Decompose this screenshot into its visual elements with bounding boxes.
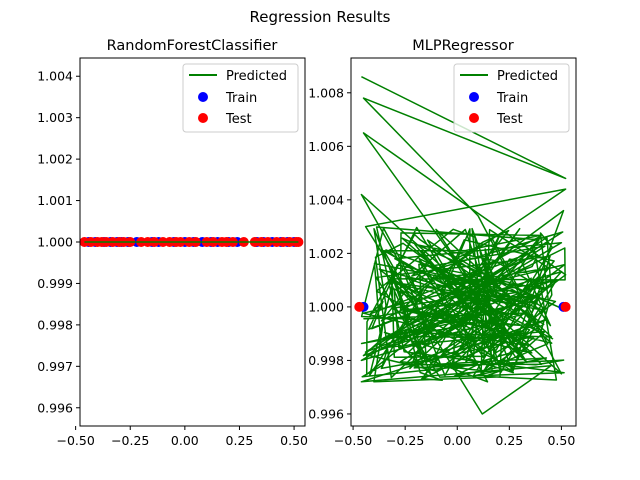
axes-frame (350, 57, 577, 427)
y-tick-label: 0.998 (37, 317, 73, 332)
legend: Predicted Train Test (182, 63, 299, 133)
x-tick-label: 0.50 (280, 433, 308, 448)
test-point (354, 301, 365, 312)
legend-label-train: Train (225, 91, 257, 106)
x-tick-label: −0.25 (386, 433, 424, 448)
y-tick-label: 1.002 (37, 152, 73, 167)
x-tick-label: −0.50 (56, 433, 94, 448)
x-tick-label: 0.00 (171, 433, 199, 448)
legend-test-marker-icon (198, 113, 208, 123)
y-tick-label: 0.996 (308, 406, 344, 421)
x-tick-label: 0.25 (495, 433, 523, 448)
x-tick-label: 0.50 (547, 433, 575, 448)
legend-label-test: Test (225, 112, 252, 127)
y-tick-label: 0.998 (308, 353, 344, 368)
x-axis: −0.50 −0.25 0.00 0.25 0.50 (334, 426, 575, 448)
y-axis: 0.996 0.998 1.000 1.002 1.004 1.006 1.008 (308, 85, 351, 421)
plot-area (354, 76, 571, 415)
chart-title: MLPRegressor (412, 38, 513, 54)
y-tick-label: 0.999 (37, 276, 73, 291)
legend-box (453, 63, 570, 133)
y-tick-label: 1.004 (37, 69, 73, 84)
y-tick-label: 1.008 (308, 85, 344, 100)
legend-test-marker-icon (469, 113, 479, 123)
chart-panel-random-forest: RandomForestClassifier 0.9960.9970.9980.… (37, 38, 308, 448)
y-tick-label: 1.004 (308, 192, 344, 207)
y-tick-label: 1.002 (308, 246, 344, 261)
legend: Predicted Train Test (453, 63, 570, 133)
test-point (560, 301, 571, 312)
predicted-line (360, 76, 567, 415)
chart-title: RandomForestClassifier (107, 38, 278, 54)
x-tick-label: 0.25 (226, 433, 254, 448)
y-tick-label: 1.003 (37, 110, 73, 125)
legend-label-test: Test (496, 112, 523, 127)
legend-train-marker-icon (198, 92, 208, 102)
y-tick-label: 1.006 (308, 139, 344, 154)
legend-train-marker-icon (469, 92, 479, 102)
x-tick-label: −0.50 (334, 433, 372, 448)
plot-area (79, 237, 304, 247)
legend-label-predicted: Predicted (497, 69, 558, 84)
y-axis: 0.996 0.997 0.998 0.999 1.000 1.001 1.002 1.003… (37, 69, 80, 415)
x-tick-label: 0.00 (443, 433, 471, 448)
legend-label-predicted: Predicted (226, 69, 287, 84)
figure-suptitle: Regression Results (250, 8, 391, 26)
y-tick-label: 0.996 (37, 400, 73, 415)
legend-box (182, 63, 299, 133)
chart-panel-mlp-regressor: MLPRegressor 0.996 0.998 1.000 1.002 1.004 1.… (308, 38, 577, 448)
y-tick-label: 1.000 (37, 235, 73, 250)
legend-label-train: Train (496, 91, 528, 106)
x-tick-label: −0.25 (111, 433, 149, 448)
y-tick-label: 1.001 (37, 193, 73, 208)
y-tick-label: 1.000 (308, 299, 344, 314)
x-axis: −0.50 −0.25 0.00 0.25 0.50 (56, 426, 308, 448)
y-tick-label: 0.997 (37, 359, 73, 374)
